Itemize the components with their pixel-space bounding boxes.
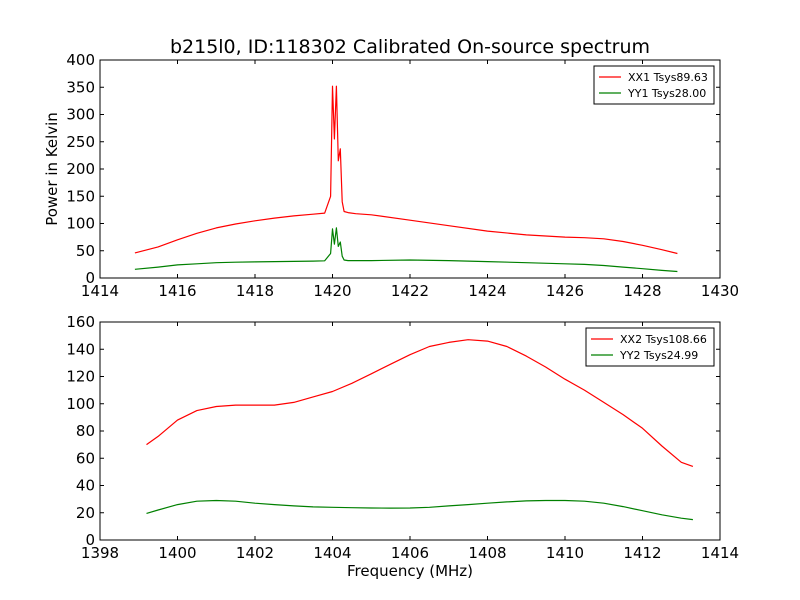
top-spectrum-plot: 1414 1416 1418 1420 1422 1424 1426 1428 1430 0 50 1… bbox=[43, 51, 739, 300]
y-tick-label: 300 bbox=[66, 106, 95, 124]
x-tick-label: 1414 bbox=[81, 282, 119, 300]
series-line-yy1 bbox=[134, 227, 678, 273]
y-tick-label: 50 bbox=[76, 242, 95, 260]
x-tick-label: 1428 bbox=[623, 282, 661, 300]
y-tick-label: 80 bbox=[76, 422, 95, 440]
y-tick-label: 60 bbox=[76, 449, 95, 467]
y-tick-label: 160 bbox=[66, 313, 95, 331]
x-tick-label: 1408 bbox=[468, 544, 506, 562]
y-axis-label: Power in Kelvin bbox=[43, 112, 61, 226]
legend: XX2 Tsys108.66 YY2 Tsys24.99 bbox=[585, 327, 715, 367]
y-tick-label: 200 bbox=[66, 160, 95, 178]
x-tick-label: 1418 bbox=[236, 282, 274, 300]
y-tick-label: 120 bbox=[66, 368, 95, 386]
x-tick-label: 1398 bbox=[81, 544, 119, 562]
x-tick-label: 1416 bbox=[158, 282, 196, 300]
y-tick-label: 100 bbox=[66, 215, 95, 233]
y-tick-label: 100 bbox=[66, 395, 95, 413]
bottom-spectrum-plot: 1398 1400 1402 1404 1406 1408 1410 1412 1414 0 20 4… bbox=[66, 313, 739, 580]
legend-box bbox=[585, 327, 715, 367]
x-tick-label: 1400 bbox=[158, 544, 196, 562]
x-tick-label: 1412 bbox=[623, 544, 661, 562]
legend-entry: XX2 Tsys108.66 bbox=[620, 333, 707, 346]
y-tick-label: 0 bbox=[85, 269, 95, 287]
y-tick-label: 20 bbox=[76, 504, 95, 522]
y-tick-label: 350 bbox=[66, 78, 95, 96]
x-axis-label: Frequency (MHz) bbox=[347, 562, 473, 580]
y-tick-label: 150 bbox=[66, 187, 95, 205]
series-line-yy2 bbox=[146, 499, 693, 521]
legend: XX1 Tsys89.63 YY1 Tsys28.00 bbox=[593, 65, 715, 105]
x-tick-label: 1426 bbox=[546, 282, 584, 300]
x-tick-label: 1430 bbox=[701, 282, 739, 300]
figure-title: b215l0, ID:118302 Calibrated On-source s… bbox=[170, 36, 650, 58]
x-tick-label: 1404 bbox=[313, 544, 351, 562]
x-tick-label: 1410 bbox=[546, 544, 584, 562]
x-tick-label: 1420 bbox=[313, 282, 351, 300]
y-tick-label: 400 bbox=[66, 51, 95, 69]
y-tick-label: 0 bbox=[85, 531, 95, 549]
x-tick-label: 1414 bbox=[701, 544, 739, 562]
x-tick-label: 1422 bbox=[391, 282, 429, 300]
y-tick-label: 250 bbox=[66, 133, 95, 151]
y-tick-label: 140 bbox=[66, 340, 95, 358]
x-tick-label: 1424 bbox=[468, 282, 506, 300]
x-tick-label: 1406 bbox=[391, 544, 429, 562]
series-line-xx2 bbox=[146, 339, 694, 467]
x-tick-label: 1402 bbox=[236, 544, 274, 562]
series-line-xx1 bbox=[134, 85, 678, 255]
y-tick-label: 40 bbox=[76, 477, 95, 495]
legend-entry: YY2 Tsys24.99 bbox=[619, 349, 698, 362]
legend-box bbox=[593, 65, 715, 105]
legend-entry: XX1 Tsys89.63 bbox=[628, 71, 708, 84]
legend-entry: YY1 Tsys28.00 bbox=[627, 87, 706, 100]
